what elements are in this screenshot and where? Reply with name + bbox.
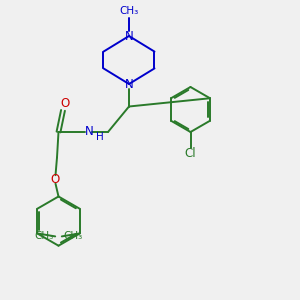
Text: N: N — [124, 29, 134, 43]
Text: H: H — [96, 131, 104, 142]
Text: CH₃: CH₃ — [119, 6, 139, 16]
Text: CH₃: CH₃ — [64, 231, 83, 242]
Text: Cl: Cl — [185, 147, 196, 160]
Text: CH₃: CH₃ — [34, 231, 53, 242]
Text: O: O — [51, 172, 60, 186]
Text: O: O — [61, 97, 70, 110]
Text: N: N — [85, 125, 94, 139]
Text: N: N — [124, 77, 134, 91]
